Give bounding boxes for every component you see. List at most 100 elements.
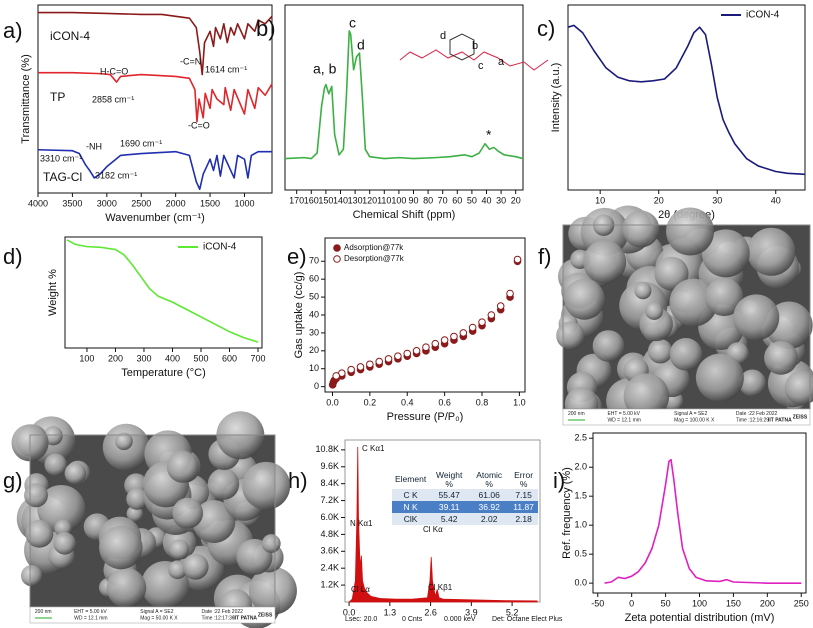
annotation: Cl Kβ1 xyxy=(428,583,453,592)
sem-particle xyxy=(669,278,718,327)
y-tick-label: 0.0 xyxy=(574,578,587,588)
y-axis-title: Intensity (a.u.) xyxy=(550,63,562,133)
x-tick-label: 130 xyxy=(348,195,363,205)
annotation: -C=O xyxy=(188,120,210,130)
data-point xyxy=(332,372,341,380)
y-tick-label: 10 xyxy=(309,363,319,373)
info-text: Date :22 Feb 2022 xyxy=(736,411,778,417)
sem-particle xyxy=(647,338,673,364)
sem-particle xyxy=(563,278,605,320)
data-line xyxy=(567,24,806,176)
structure-sketch xyxy=(399,49,549,71)
x-tick-label: 20 xyxy=(654,195,664,205)
series-label: TAG-Cl xyxy=(43,170,82,184)
y-axis-title: Transmittance (%) xyxy=(20,54,32,143)
annotation: C Kα1 xyxy=(362,444,385,453)
info-text: EHT = 5.00 kV xyxy=(74,609,107,615)
y-tick-label: 1.5 xyxy=(574,491,587,501)
data-point xyxy=(422,343,430,352)
table-cell: 11.87 xyxy=(509,501,538,513)
table-cell: 39.11 xyxy=(429,501,470,513)
x-tick-label: 10 xyxy=(595,195,605,205)
data-point xyxy=(506,289,514,298)
panel-label: d) xyxy=(3,244,23,269)
x-tick-label: 250 xyxy=(794,598,809,608)
table-header-cell: Error % xyxy=(509,470,538,489)
data-point xyxy=(384,355,393,363)
x-axis-title: Wavenumber (cm⁻¹) xyxy=(105,212,205,224)
x-tick-label: 150 xyxy=(318,195,333,205)
sem-particle xyxy=(738,369,766,397)
info-text: ZEISS xyxy=(793,414,808,420)
x-tick-label: 300 xyxy=(136,353,151,363)
sem-particle xyxy=(654,256,689,291)
sem-particle xyxy=(666,207,715,256)
y-tick-label: 0.5 xyxy=(574,549,587,559)
y-tick-label: 9.6K xyxy=(320,461,339,471)
table-cell: 2.02 xyxy=(469,513,510,525)
x-axis-title: Chemical Shift (ppm) xyxy=(353,209,456,221)
y-tick-label: 6.0K xyxy=(320,512,339,522)
data-point xyxy=(394,352,402,360)
sem-particle xyxy=(784,370,813,406)
data-point xyxy=(366,360,374,369)
x-axis-title: Zeta potential distribution (mV) xyxy=(625,612,775,624)
data-point xyxy=(356,363,365,371)
sem-particle xyxy=(192,500,236,544)
x-tick-label: 100 xyxy=(692,598,707,608)
y-tick-label: 0 xyxy=(314,381,319,391)
y-tick-label: 10.8K xyxy=(315,444,339,454)
data-line xyxy=(38,11,273,76)
x-tick-label: 3500 xyxy=(62,198,82,208)
legend-label: Adsorption@77k xyxy=(344,243,404,252)
table-header-cell: Weight % xyxy=(429,470,470,489)
table-row: ClK 5.42 2.02 2.18 xyxy=(392,513,538,525)
y-tick-label: 70 xyxy=(309,256,319,266)
annotation: 3310 cm⁻¹ xyxy=(40,153,82,163)
sem-particle xyxy=(172,497,204,529)
plot-frame xyxy=(284,4,524,191)
data-point xyxy=(403,349,412,358)
info-bar xyxy=(562,408,811,426)
footer-text: 0.000 keV xyxy=(444,616,476,623)
y-tick-label: 20 xyxy=(309,345,319,355)
series-label: iCON-4 xyxy=(50,29,90,43)
panel-label: a) xyxy=(3,18,23,43)
annotation: c xyxy=(349,15,356,31)
sem-particle xyxy=(99,525,143,570)
x-tick-label: 50 xyxy=(661,598,671,608)
sem-particle xyxy=(207,468,240,500)
x-tick-label: 0.8 xyxy=(476,397,489,407)
data-point xyxy=(450,332,458,341)
table-cell: 2.18 xyxy=(509,513,538,525)
sem-particle xyxy=(261,534,281,553)
x-tick-label: 30 xyxy=(496,195,506,205)
x-tick-label: 90 xyxy=(408,195,418,205)
plot-frame xyxy=(567,4,806,191)
x-tick-label: 5.2 xyxy=(506,607,519,617)
footer-text: Det: Octane Elect Plus xyxy=(492,616,563,623)
x-tick-label: 60 xyxy=(452,195,462,205)
y-tick-label: 30 xyxy=(309,327,319,337)
panel-label: i) xyxy=(553,468,565,493)
structure-sketch xyxy=(449,33,475,61)
data-point xyxy=(513,255,522,264)
footer-text: Lsec: 20.0 xyxy=(345,616,377,623)
x-tick-label: 20 xyxy=(511,195,521,205)
footer-text: 0 Cnts xyxy=(402,616,423,623)
info-text: Signal A = SE2 xyxy=(140,609,173,615)
x-tick-label: 110 xyxy=(377,195,391,205)
x-tick-label: 0.6 xyxy=(438,397,451,407)
sem-particle xyxy=(242,461,291,510)
x-tick-label: 1.0 xyxy=(513,397,526,407)
table-cell: ClK xyxy=(392,513,430,525)
info-text: ZEISS xyxy=(258,612,273,618)
x-tick-label: 40 xyxy=(771,195,781,205)
annotation: 3182 cm⁻¹ xyxy=(95,170,137,180)
spectrum xyxy=(348,447,538,603)
sem-particle xyxy=(705,277,744,317)
sem-particle xyxy=(733,294,780,341)
x-tick-label: 200 xyxy=(108,353,123,363)
annotation: 2858 cm⁻¹ xyxy=(92,94,134,104)
